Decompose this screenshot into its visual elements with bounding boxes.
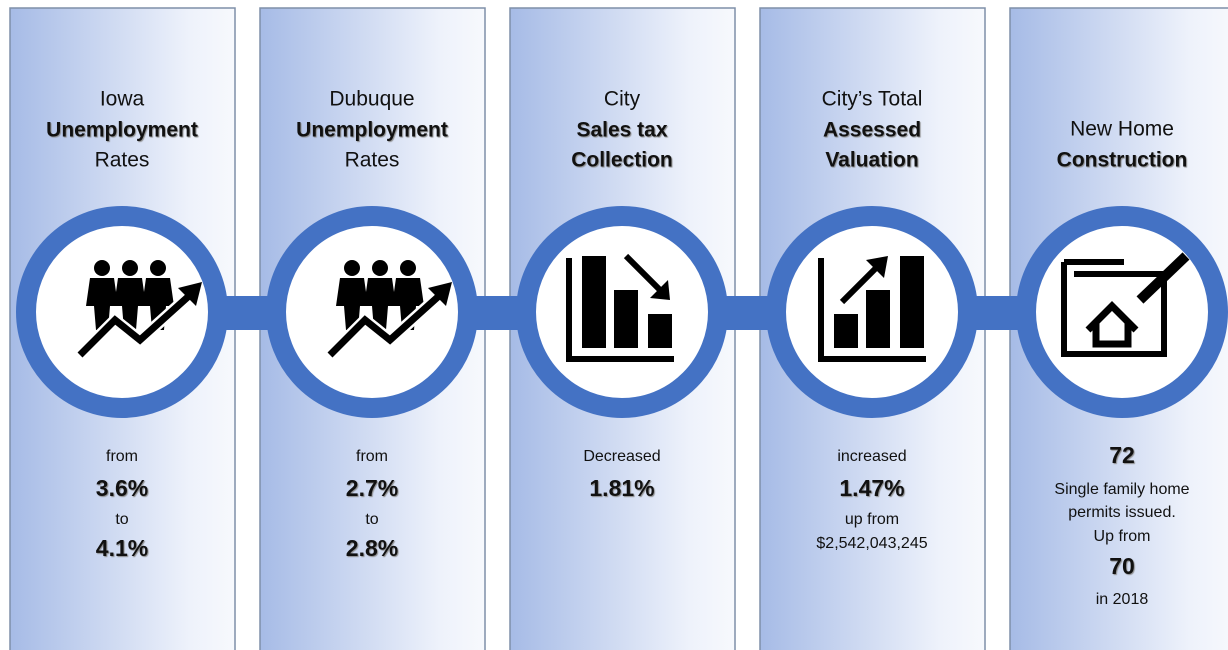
detail-value: 3.6%	[96, 475, 148, 501]
detail-value: 72	[1109, 442, 1135, 468]
detail: to	[365, 511, 378, 528]
detail: from	[106, 448, 138, 465]
title-line: Construction	[1057, 149, 1188, 172]
title-line: Rates	[345, 149, 400, 172]
detail: to	[115, 511, 128, 528]
detail: Up from	[1094, 528, 1151, 545]
icon-chart-up	[818, 256, 926, 362]
title-line: Unemployment	[296, 119, 448, 142]
icon-house-plan	[1061, 252, 1190, 357]
detail: $2,542,043,245	[816, 535, 927, 552]
icon-circle	[266, 206, 478, 418]
detail: Decreased	[583, 448, 660, 465]
title-line: Unemployment	[46, 119, 198, 142]
icon-circle	[16, 206, 228, 418]
title-line: Dubuque	[329, 88, 414, 111]
title-line: City’s Total	[822, 88, 923, 111]
detail: increased	[837, 448, 906, 465]
icon-chart-down	[566, 253, 674, 362]
detail: up from	[845, 511, 899, 528]
title-line: Assessed	[823, 119, 921, 142]
detail-value: 2.8%	[346, 535, 398, 561]
title-line: New Home	[1070, 118, 1174, 141]
connector	[225, 296, 1020, 330]
detail-value: 70	[1109, 553, 1135, 579]
detail: from	[356, 448, 388, 465]
detail: Single family home	[1054, 481, 1189, 498]
detail: in 2018	[1096, 591, 1149, 608]
title-line: Rates	[95, 149, 150, 172]
title-line: Valuation	[825, 149, 918, 172]
title-line: Sales tax	[576, 119, 667, 142]
detail-value: 2.7%	[346, 475, 398, 501]
detail-value: 4.1%	[96, 535, 148, 561]
detail-value: 1.47%	[839, 475, 904, 501]
title-line: Iowa	[100, 88, 145, 111]
title-line: Collection	[571, 149, 673, 172]
detail-value: 1.81%	[589, 475, 654, 501]
title-line: City	[604, 88, 641, 111]
detail: permits issued.	[1068, 504, 1176, 521]
